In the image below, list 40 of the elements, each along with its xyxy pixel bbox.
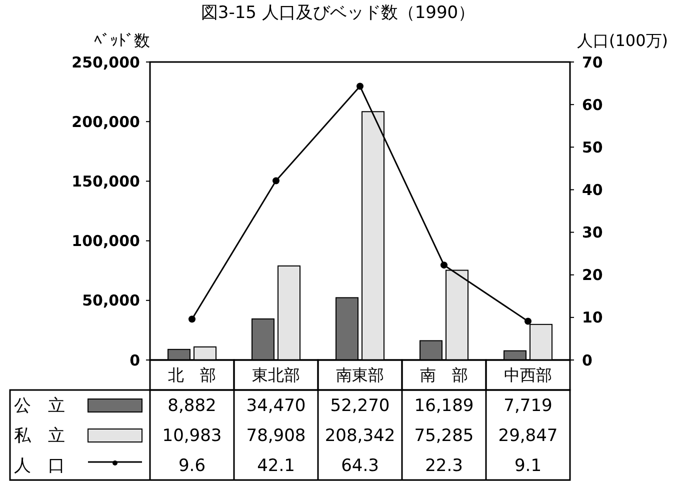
- data-label: 52,270: [330, 396, 390, 416]
- chart-title: 図3-15 人口及びベッド数（1990）: [200, 3, 476, 23]
- data-label: 64.3: [341, 456, 379, 476]
- data-label: 8,882: [168, 396, 216, 416]
- y2-tick-label: 40: [582, 180, 603, 199]
- data-label: 78,908: [246, 426, 306, 446]
- data-label: 9.1: [514, 456, 542, 476]
- y2-tick-label: 0: [582, 351, 592, 370]
- data-label: 34,470: [246, 396, 306, 416]
- y2-tick-label: 10: [582, 308, 603, 327]
- data-label: 42.1: [257, 456, 295, 476]
- y2-tick-label: 50: [582, 138, 603, 156]
- legend-label: 私 立: [14, 426, 65, 446]
- y2-tick-label: 60: [582, 96, 603, 114]
- x-tick-label: 中西部: [504, 366, 552, 385]
- data-label: 10,983: [162, 426, 222, 446]
- data-label: 9.6: [178, 456, 206, 476]
- data-label: 22.3: [425, 456, 463, 476]
- y-tick-label: 200,000: [72, 112, 140, 131]
- data-label: 29,847: [498, 426, 558, 446]
- data-label: 16,189: [414, 396, 474, 416]
- y2-axis-title: 人口(100万): [576, 31, 668, 50]
- y-tick-label: 250,000: [72, 53, 140, 72]
- data-label: 7,719: [504, 396, 552, 416]
- x-tick-label: 南東部: [336, 366, 384, 385]
- y-tick-label: 0: [130, 351, 140, 370]
- legend-label: 人 口: [14, 456, 65, 476]
- data-label: 208,342: [324, 426, 396, 446]
- y-tick-label: 50,000: [82, 292, 140, 310]
- y-tick-label: 100,000: [72, 232, 140, 250]
- y-axis-title: ﾍﾞｯﾄﾞ数: [94, 31, 150, 50]
- x-tick-label: 北 部: [168, 366, 216, 385]
- legend-label: 公 立: [14, 396, 65, 416]
- y-tick-label: 150,000: [72, 172, 140, 190]
- data-label: 75,285: [414, 426, 474, 446]
- y2-tick-label: 20: [582, 266, 603, 284]
- x-tick-label: 南 部: [420, 366, 468, 385]
- y2-tick-label: 70: [582, 53, 603, 72]
- x-tick-label: 東北部: [252, 366, 300, 385]
- y2-tick-label: 30: [582, 224, 603, 242]
